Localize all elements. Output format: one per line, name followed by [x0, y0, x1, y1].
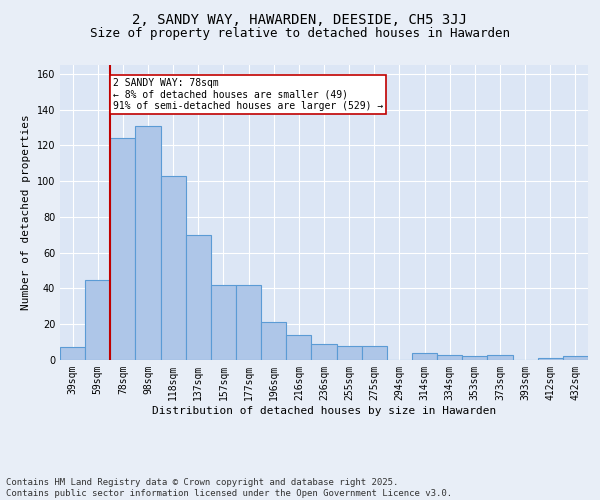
Bar	[487, 354, 512, 360]
Bar	[211, 285, 236, 360]
Text: Contains HM Land Registry data © Crown copyright and database right 2025.
Contai: Contains HM Land Registry data © Crown c…	[6, 478, 452, 498]
Bar	[462, 356, 487, 360]
Bar	[186, 235, 211, 360]
Bar	[236, 285, 261, 360]
Bar	[362, 346, 387, 360]
Y-axis label: Number of detached properties: Number of detached properties	[21, 114, 31, 310]
Text: Size of property relative to detached houses in Hawarden: Size of property relative to detached ho…	[90, 28, 510, 40]
Bar	[110, 138, 136, 360]
Text: 2 SANDY WAY: 78sqm
← 8% of detached houses are smaller (49)
91% of semi-detached: 2 SANDY WAY: 78sqm ← 8% of detached hous…	[113, 78, 383, 112]
Bar	[337, 346, 362, 360]
Text: 2, SANDY WAY, HAWARDEN, DEESIDE, CH5 3JJ: 2, SANDY WAY, HAWARDEN, DEESIDE, CH5 3JJ	[133, 12, 467, 26]
Bar	[437, 354, 462, 360]
Bar	[412, 353, 437, 360]
Bar	[60, 348, 85, 360]
Bar	[563, 356, 588, 360]
Bar	[85, 280, 110, 360]
Bar	[311, 344, 337, 360]
Bar	[286, 335, 311, 360]
Bar	[136, 126, 161, 360]
X-axis label: Distribution of detached houses by size in Hawarden: Distribution of detached houses by size …	[152, 406, 496, 415]
Bar	[261, 322, 286, 360]
Bar	[538, 358, 563, 360]
Bar	[161, 176, 186, 360]
